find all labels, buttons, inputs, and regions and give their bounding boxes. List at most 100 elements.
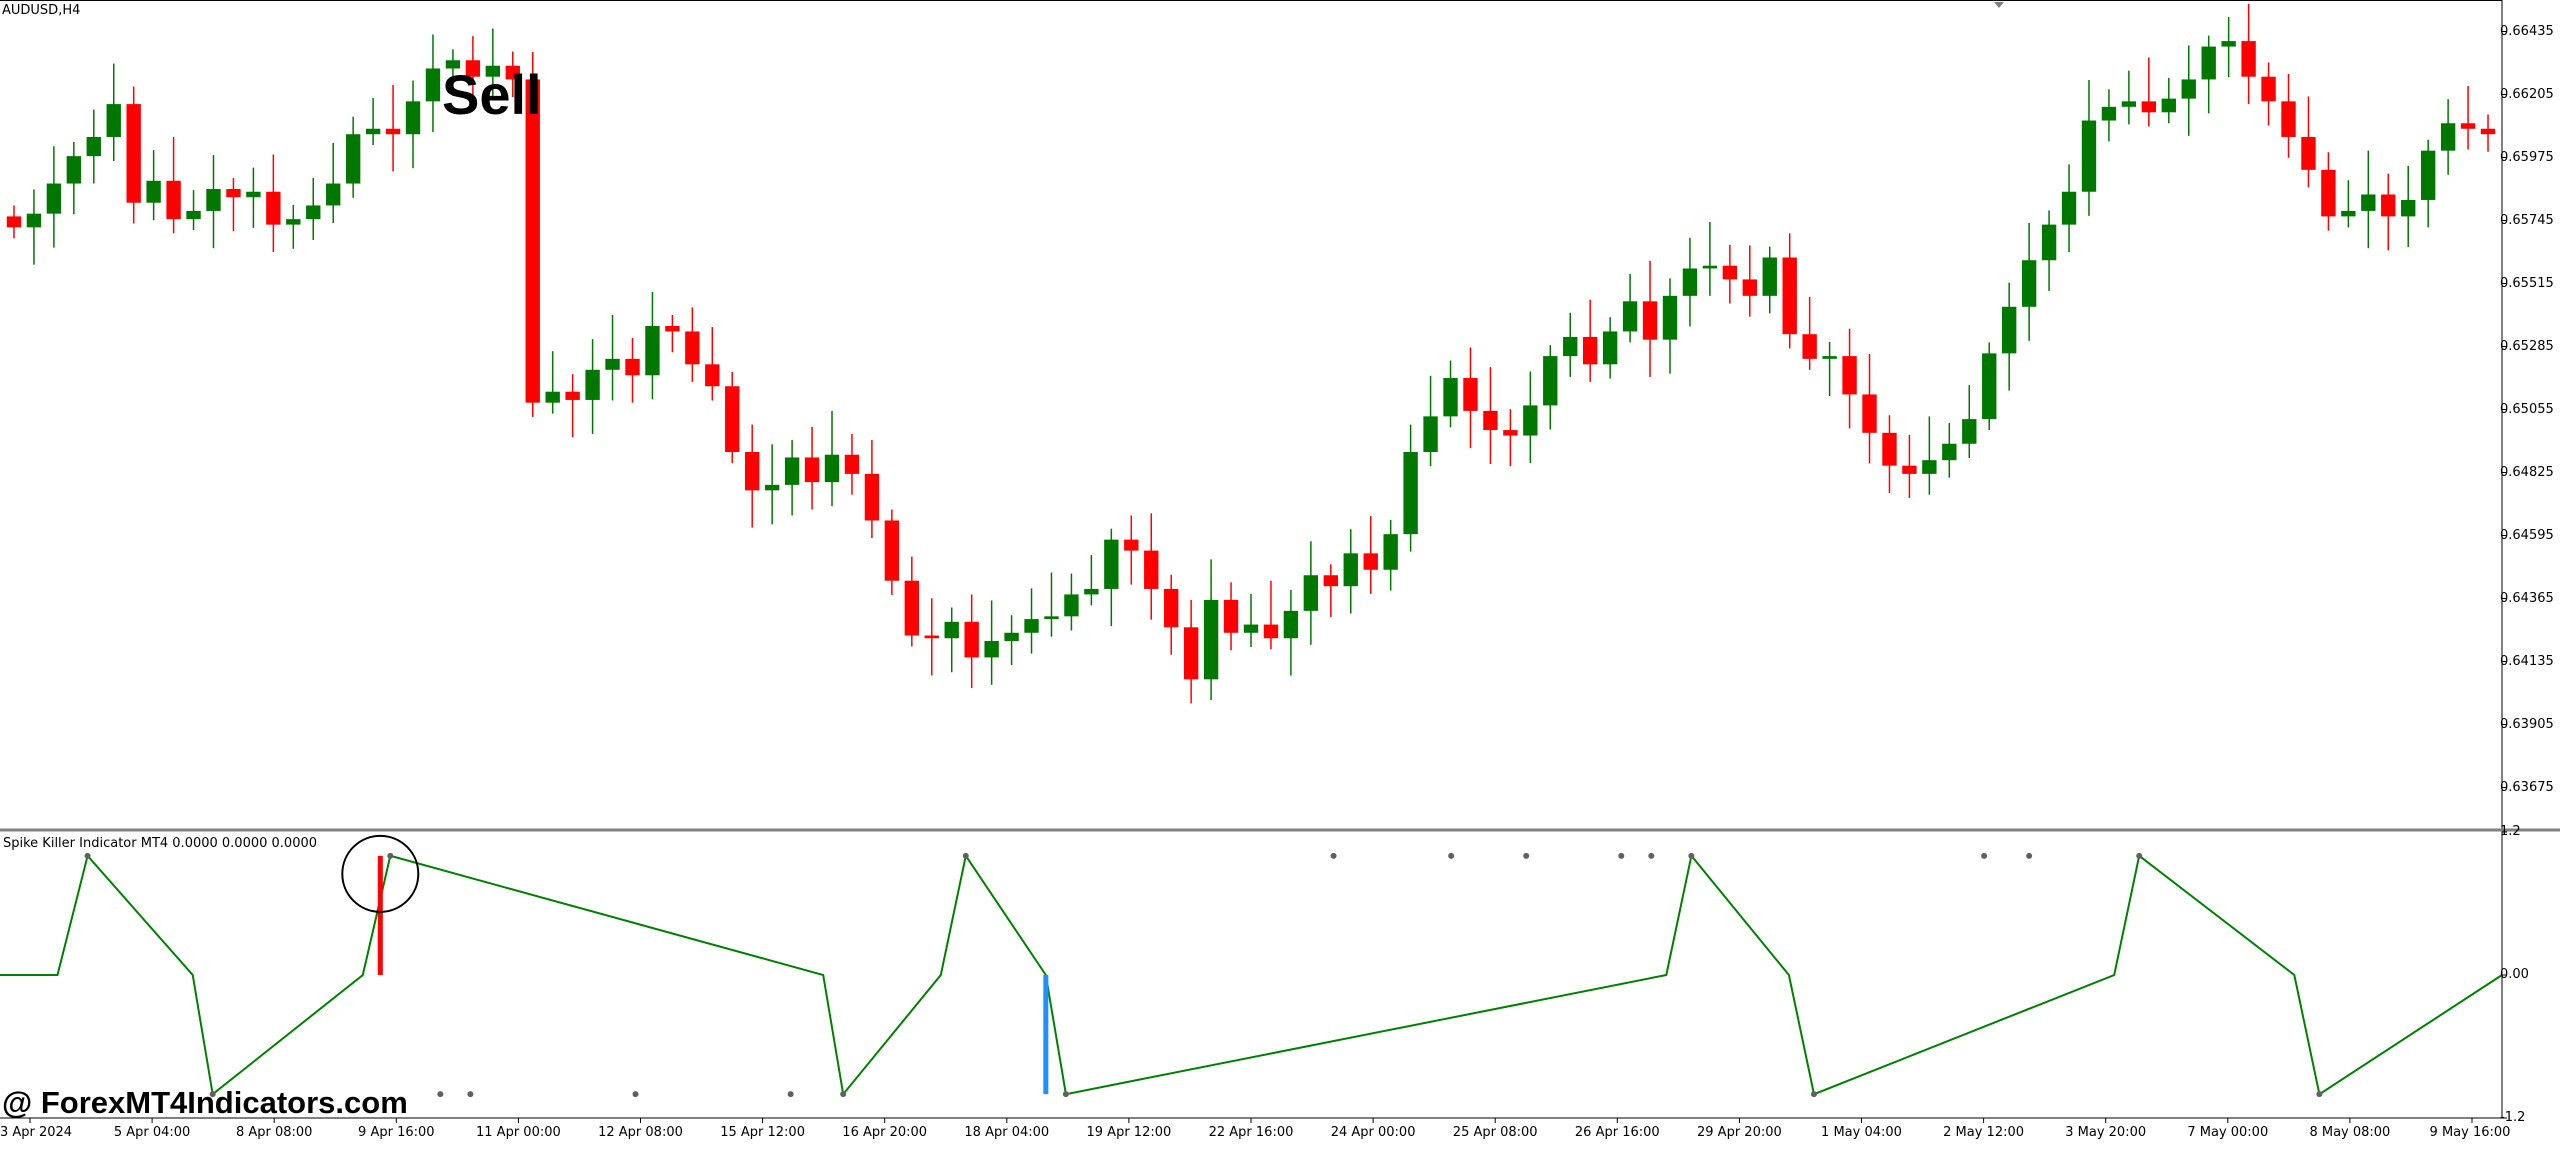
candle-body xyxy=(2440,123,2456,151)
indicator-dot xyxy=(1618,852,1625,859)
candle-body xyxy=(126,104,141,203)
candle-body xyxy=(2241,41,2256,77)
indicator-tick-label: 1.2 xyxy=(2500,824,2521,839)
candle-body xyxy=(1363,553,1378,570)
indicator-dot xyxy=(2136,852,2143,859)
price-tick-label: 0.64595 xyxy=(2500,527,2554,543)
candle-body xyxy=(2021,260,2037,307)
time-tick-label: 8 May 08:00 xyxy=(2309,1125,2391,1140)
candle-body xyxy=(824,454,840,483)
candle-body xyxy=(1144,550,1159,589)
candle-body xyxy=(1064,594,1079,617)
candle-body xyxy=(1583,336,1598,365)
candle-body xyxy=(266,191,281,225)
candle-body xyxy=(365,128,381,135)
candle-body xyxy=(1882,432,1897,466)
price-tick-label: 0.65285 xyxy=(2500,338,2554,354)
candle-body xyxy=(1523,405,1538,436)
candle-body xyxy=(1323,575,1338,587)
candle-body xyxy=(1124,539,1139,551)
candle-body xyxy=(1662,295,1678,340)
candle-body xyxy=(206,189,221,211)
candle-body xyxy=(106,104,121,137)
candle-body xyxy=(1702,265,1718,269)
candle-body xyxy=(665,325,680,332)
time-tick-label: 7 May 00:00 xyxy=(2187,1125,2269,1140)
candle-body xyxy=(1443,378,1458,417)
candle-body xyxy=(2341,210,2356,217)
candle-body xyxy=(1004,632,1019,641)
indicator-dot xyxy=(1062,1091,1069,1098)
indicator-dots xyxy=(84,852,2323,1098)
time-tick-label: 9 Apr 16:00 xyxy=(358,1125,435,1140)
candle-body xyxy=(864,473,880,521)
candle-body xyxy=(1982,353,1997,420)
candle-body xyxy=(326,183,341,206)
indicator-dot xyxy=(2026,852,2033,859)
indicator-dot xyxy=(467,1091,474,1098)
candle-body xyxy=(1084,588,1099,595)
indicator-tick-label: -1.2 xyxy=(2500,1110,2526,1125)
time-tick-label: 3 Apr 2024 xyxy=(0,1125,73,1140)
time-tick-label: 29 Apr 20:00 xyxy=(1697,1125,1782,1140)
price-tick-label: 0.66205 xyxy=(2500,86,2554,102)
candle-body xyxy=(605,358,620,370)
indicator-dot xyxy=(1688,852,1695,859)
time-tick-label: 16 Apr 20:00 xyxy=(842,1125,928,1140)
candle-body xyxy=(1722,265,1738,280)
candle-body xyxy=(2480,128,2496,135)
time-tick-label: 1 May 04:00 xyxy=(1821,1125,1902,1140)
candle-body xyxy=(784,457,800,485)
candle-body xyxy=(2101,106,2117,121)
price-tick-label: 0.65515 xyxy=(2500,275,2554,291)
candle-body xyxy=(286,219,301,225)
time-tick-label: 26 Apr 16:00 xyxy=(1574,1125,1660,1140)
candle-body xyxy=(1383,534,1398,570)
candle-body xyxy=(565,391,580,400)
candle-body xyxy=(1902,465,1917,474)
candle-body xyxy=(585,369,600,400)
candle-body xyxy=(2201,46,2216,80)
candle-body xyxy=(1343,553,1358,587)
time-tick-label: 8 Apr 08:00 xyxy=(235,1125,313,1140)
candle-body xyxy=(1942,443,1957,461)
sell-signal-label: Sell xyxy=(442,63,542,126)
candle-body xyxy=(1303,575,1319,611)
candle-body xyxy=(166,180,181,220)
time-tick-label: 19 Apr 12:00 xyxy=(1086,1125,1172,1140)
candle-body xyxy=(2460,123,2476,129)
candle-body xyxy=(1403,451,1418,535)
indicator-signal-bars xyxy=(341,834,1049,1095)
candle-body xyxy=(2121,101,2137,107)
candle-body xyxy=(46,183,62,214)
candle-body xyxy=(2181,79,2196,99)
indicator-dot xyxy=(632,1091,639,1098)
candle-body xyxy=(425,68,441,102)
candle-body xyxy=(1602,331,1618,365)
time-tick-label: 24 Apr 00:00 xyxy=(1330,1125,1416,1140)
indicator-dot xyxy=(1330,852,1337,859)
indicator-line-series xyxy=(0,853,2503,1097)
indicator-dot xyxy=(387,852,394,859)
candle-body xyxy=(405,101,421,135)
price-tick-label: 0.64365 xyxy=(2500,590,2554,606)
indicator-dot xyxy=(437,1091,444,1098)
candle-body xyxy=(146,180,161,203)
candle-body xyxy=(745,451,760,491)
candle-body xyxy=(984,640,999,658)
watermark-text: @ ForexMT4Indicators.com xyxy=(2,1085,408,1120)
time-tick-label: 5 Apr 04:00 xyxy=(113,1125,191,1140)
candle-body xyxy=(725,386,740,452)
candle-body xyxy=(645,325,660,376)
candle-body xyxy=(1962,419,1977,444)
price-tick-label: 0.64135 xyxy=(2500,653,2554,669)
candle-body xyxy=(246,191,261,198)
candle-body xyxy=(1044,616,1059,620)
candle-body xyxy=(2361,194,2376,211)
candle-body xyxy=(306,205,321,220)
candle-body xyxy=(485,65,501,77)
candle-body xyxy=(1822,356,1837,359)
candle-body xyxy=(1024,619,1039,633)
